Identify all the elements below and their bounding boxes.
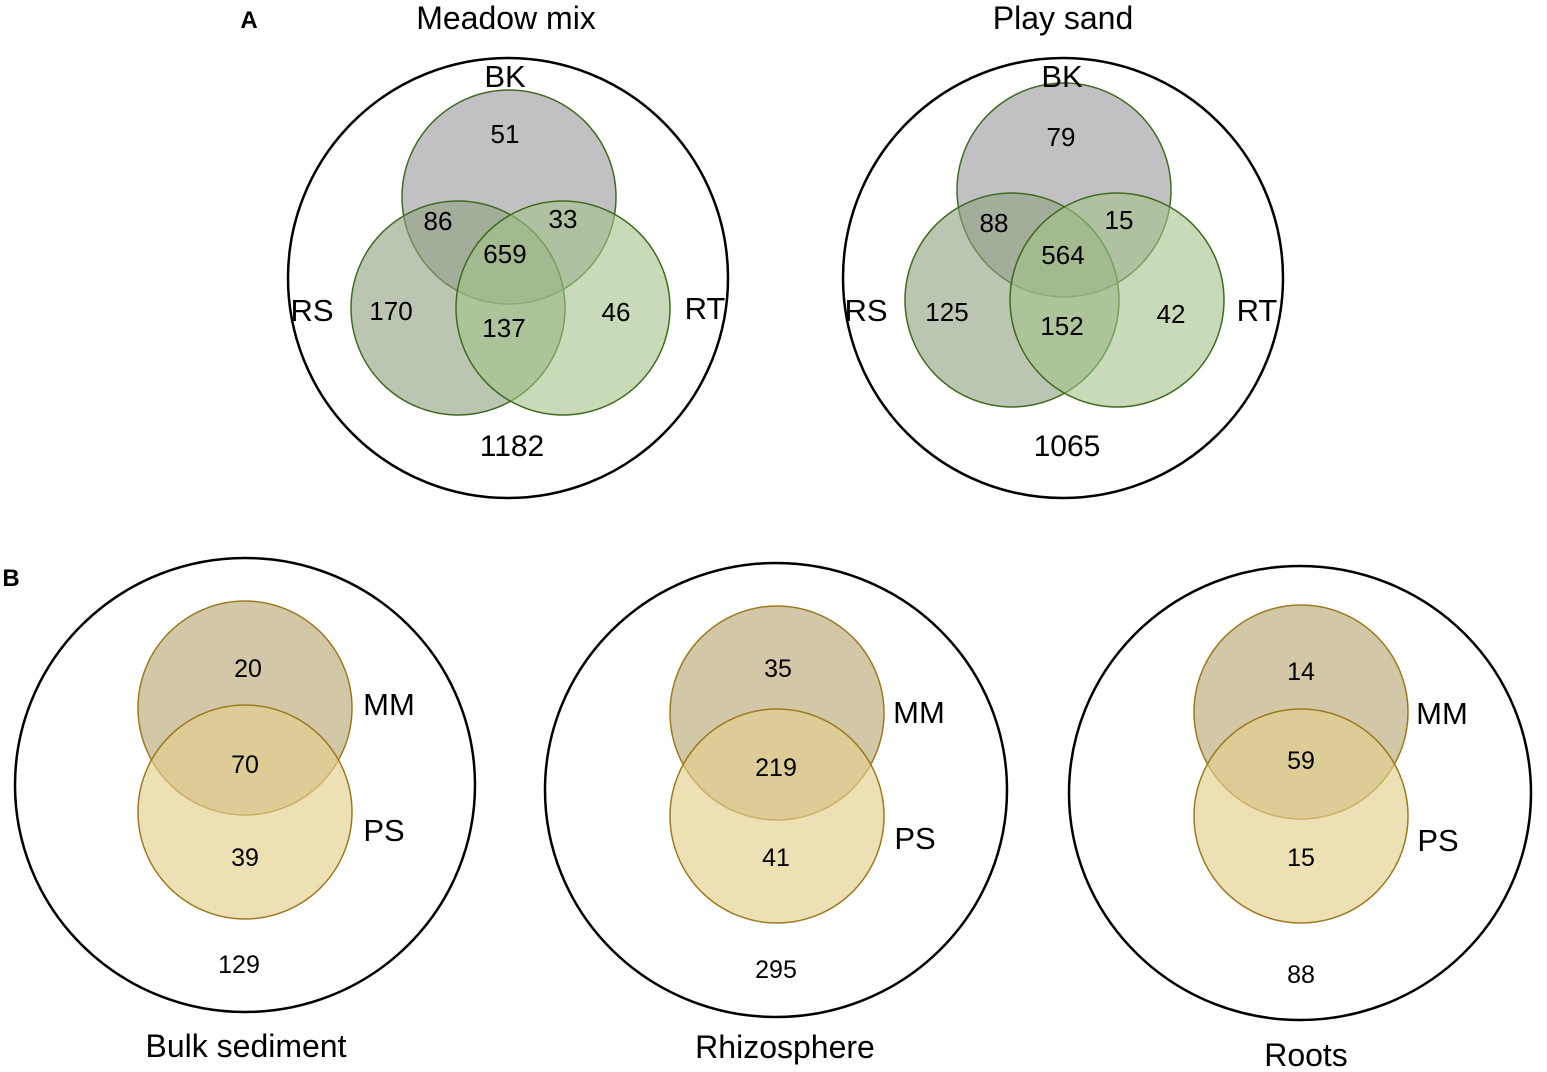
mm-only-value: 14 [1287, 658, 1315, 686]
rs-label: RS [290, 293, 333, 328]
both-value: 70 [231, 751, 259, 779]
both-value: 219 [755, 754, 797, 782]
rs-rt-value: 137 [482, 313, 525, 343]
venn-play-sand: Play sand BK RS RT 79 88 15 564 125 152 … [841, 0, 1285, 500]
ps-only-value: 41 [762, 844, 790, 872]
venn-bulk-sediment: MM PS 20 70 39 129 Bulk sediment [13, 556, 477, 1064]
outside-value: 129 [218, 951, 260, 979]
ps-only-value: 15 [1287, 844, 1315, 872]
outside-value: 1065 [1034, 430, 1101, 463]
outside-value: 88 [1287, 961, 1315, 989]
outside-value: 1182 [480, 430, 545, 463]
venn-rhizosphere: MM PS 35 219 41 295 Rhizosphere [543, 561, 1009, 1065]
bk-rs-value: 86 [424, 206, 453, 236]
rt-only-value: 42 [1157, 299, 1186, 329]
ps-circle [1193, 708, 1409, 924]
rt-circle [455, 200, 671, 416]
venn-title: Rhizosphere [695, 1029, 875, 1065]
universe-circle [13, 556, 477, 1014]
rs-only-value: 125 [925, 297, 968, 327]
bk-only-value: 79 [1047, 122, 1076, 152]
ps-circle [669, 708, 885, 924]
mm-label: MM [1416, 696, 1468, 731]
universe-circle [286, 56, 730, 500]
bk-rt-value: 33 [549, 204, 578, 234]
bk-label: BK [484, 59, 526, 94]
venn-title: Roots [1264, 1037, 1348, 1072]
rs-label: RS [844, 293, 887, 328]
rt-label: RT [685, 291, 726, 326]
ps-only-value: 39 [231, 844, 259, 872]
ps-label: PS [363, 813, 404, 848]
bk-only-value: 51 [491, 119, 520, 149]
outside-value: 295 [755, 956, 797, 984]
mm-only-value: 20 [234, 655, 262, 683]
ps-circle [137, 704, 353, 920]
panel-a-letter: A [240, 7, 257, 34]
panel-b-letter: B [2, 565, 19, 592]
universe-circle [543, 561, 1009, 1019]
mm-label: MM [363, 687, 415, 722]
venn-title: Play sand [993, 0, 1134, 36]
bk-rs-value: 88 [980, 208, 1009, 238]
all-three-value: 564 [1041, 240, 1084, 270]
rt-label: RT [1237, 293, 1278, 328]
both-value: 59 [1287, 747, 1315, 775]
rs-rt-value: 152 [1040, 311, 1083, 341]
mm-only-value: 35 [764, 655, 792, 683]
universe-circle [841, 56, 1285, 500]
ps-label: PS [1417, 823, 1458, 858]
bk-rt-value: 15 [1105, 205, 1134, 235]
ps-label: PS [894, 821, 935, 856]
venn-title: Bulk sediment [146, 1028, 347, 1064]
venn-title: Meadow mix [416, 0, 596, 36]
all-three-value: 659 [483, 239, 526, 269]
rt-only-value: 46 [602, 297, 631, 327]
bk-label: BK [1041, 59, 1083, 94]
rs-only-value: 170 [369, 296, 412, 326]
venn-meadow-mix: Meadow mix BK RS RT 51 86 33 659 170 137… [286, 0, 730, 500]
universe-circle [1067, 564, 1533, 1022]
rt-circle [1009, 192, 1225, 408]
mm-label: MM [893, 695, 945, 730]
venn-roots: MM PS 14 59 15 88 Roots [1067, 564, 1533, 1072]
